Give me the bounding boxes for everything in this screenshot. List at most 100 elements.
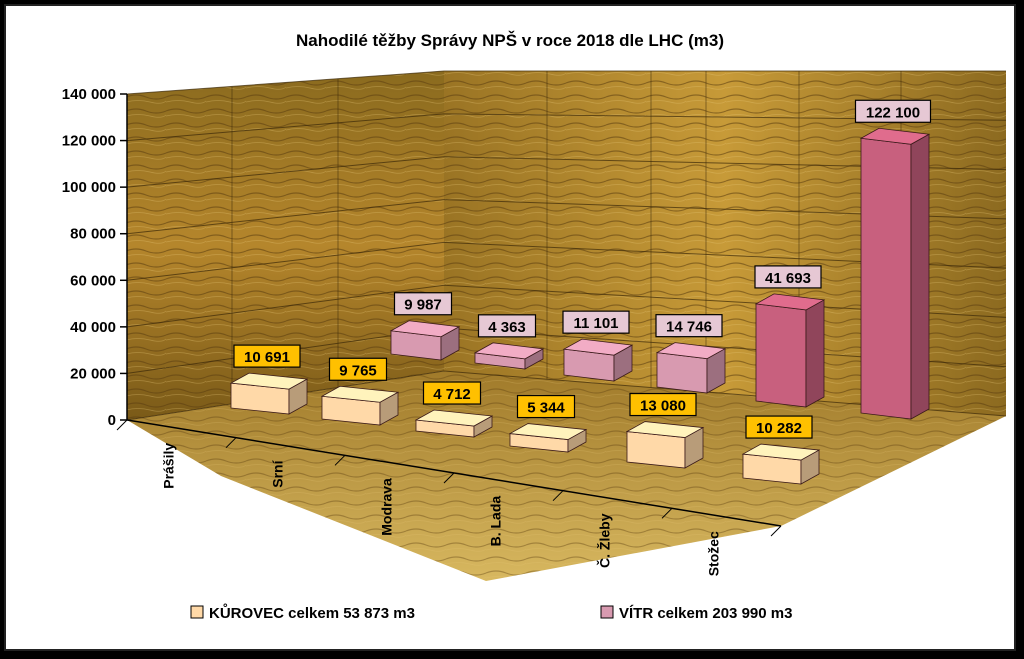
data-label-box	[562, 310, 630, 334]
bar-top-face	[741, 443, 821, 461]
bar-top-face	[655, 342, 727, 360]
bar	[625, 421, 705, 469]
x-tick-mark-5	[661, 507, 673, 519]
chart-area: Nahodilé těžby Správy NPŠ v roce 2018 dl…	[62, 31, 1007, 622]
data-label: 122 100	[854, 99, 932, 123]
legend-label: KŮROVEC celkem 53 873 m3	[209, 603, 415, 622]
data-label-text: 10 282	[756, 420, 802, 437]
x-category-label: Stožec	[706, 531, 722, 576]
x-tick-mark-2	[334, 454, 346, 466]
data-label: 4 363	[477, 314, 537, 338]
data-label-box	[745, 415, 813, 439]
x-category-label: Modrava	[379, 478, 395, 536]
bar-front-face	[656, 352, 708, 394]
data-label-text: 41 693	[765, 270, 811, 287]
legend-item: KŮROVEC celkem 53 873 m3	[190, 603, 415, 622]
legend-swatch	[600, 605, 614, 619]
bar-top-face	[320, 385, 400, 403]
data-label-text: 5 344	[527, 400, 565, 417]
bar-top-face	[508, 423, 588, 440]
data-label-box	[393, 292, 453, 316]
data-label-box	[477, 314, 537, 338]
x-tick-mark-4	[552, 490, 564, 502]
data-label-text: 9 987	[404, 297, 442, 314]
x-category-label: Č. Žleby	[596, 513, 613, 568]
data-label-box	[655, 314, 723, 338]
bar-top-face	[562, 338, 634, 356]
data-label-box	[422, 381, 482, 405]
bar-top-face	[625, 421, 705, 438]
data-label: 10 282	[745, 415, 813, 439]
data-label: 9 987	[393, 292, 453, 316]
data-label: 14 746	[655, 314, 723, 338]
data-label-text: 13 080	[640, 398, 686, 415]
bar	[473, 342, 545, 370]
y-tick-label: 60 000	[70, 272, 116, 289]
data-label-text: 11 101	[573, 315, 618, 332]
y-tick-label: 100 000	[62, 179, 116, 196]
x-category-label: Prášily	[161, 443, 177, 489]
bar	[562, 338, 634, 382]
legend: KŮROVEC celkem 53 873 m3 VÍTR celkem 203 …	[190, 603, 792, 622]
y-tick-label: 0	[108, 412, 116, 429]
data-label: 13 080	[629, 392, 697, 417]
y-tick-label: 140 000	[62, 86, 116, 103]
data-label-text: 10 691	[244, 349, 290, 366]
data-label: 4 712	[422, 381, 482, 405]
data-label-text: 4 363	[488, 319, 526, 336]
y-tick-label: 40 000	[70, 319, 116, 336]
gridline-6	[126, 113, 1007, 142]
data-label-box	[854, 99, 932, 123]
bar	[229, 372, 309, 415]
bar	[320, 385, 400, 426]
y-tick-label: 120 000	[62, 133, 116, 150]
bar-side-face	[805, 299, 825, 408]
bar-top-face	[229, 372, 309, 390]
data-labels: 9 987 4 363 11 101 14 746 41 693 122 100 10 69…	[233, 99, 932, 439]
data-label: 11 101	[562, 310, 630, 334]
legend-label: VÍTR celkem 203 990 m3	[619, 605, 792, 622]
y-tick-label: 20 000	[70, 365, 116, 382]
x-category-label: B. Lada	[488, 496, 504, 547]
data-label-text: 4 712	[433, 386, 471, 403]
data-label-text: 14 746	[666, 319, 712, 336]
bar	[754, 293, 826, 408]
data-label-text: 122 100	[866, 104, 920, 121]
chart-bars	[229, 127, 931, 485]
bar-top-face	[473, 342, 545, 360]
data-label: 9 765	[328, 357, 388, 381]
bar	[414, 409, 494, 438]
bar-front-face	[755, 303, 807, 408]
data-label-box	[516, 394, 576, 419]
bar	[741, 443, 821, 485]
x-tick-mark-3	[443, 472, 455, 484]
data-label-box	[328, 357, 388, 381]
gridline-7	[126, 70, 1006, 95]
data-label-box	[754, 265, 822, 289]
x-tick-mark-1	[225, 437, 237, 449]
x-axis: Prášily Srní Modrava B. Lada Č. Žleby Stožec	[116, 419, 782, 576]
x-tick-mark-0	[116, 419, 128, 431]
bar-side-face	[910, 133, 930, 420]
bar	[859, 127, 931, 420]
x-tick-mark-6	[770, 525, 782, 537]
data-label: 5 344	[516, 394, 576, 419]
gridline-3	[126, 241, 1007, 281]
bar	[389, 320, 461, 361]
legend-swatch	[190, 605, 204, 619]
data-label: 41 693	[754, 265, 822, 289]
bar-top-face	[414, 409, 494, 427]
left-wall-texture	[127, 71, 444, 420]
gridline-4	[126, 199, 1007, 235]
data-label: 10 691	[233, 344, 301, 368]
bar-front-face	[860, 137, 912, 420]
chart-frame: Nahodilé těžby Správy NPŠ v roce 2018 dl…	[4, 4, 1016, 651]
bar-top-face	[389, 320, 461, 338]
chart-title: Nahodilé těžby Správy NPŠ v roce 2018 dl…	[296, 31, 724, 50]
y-axis: 0 20 000 40 000 60 000 80 000 100 000 120 000 1…	[62, 86, 128, 429]
data-label-box	[233, 344, 301, 368]
y-tick-label: 80 000	[70, 226, 116, 243]
data-label-box	[629, 392, 697, 417]
x-category-label: Srní	[270, 459, 286, 487]
bar	[655, 342, 727, 394]
